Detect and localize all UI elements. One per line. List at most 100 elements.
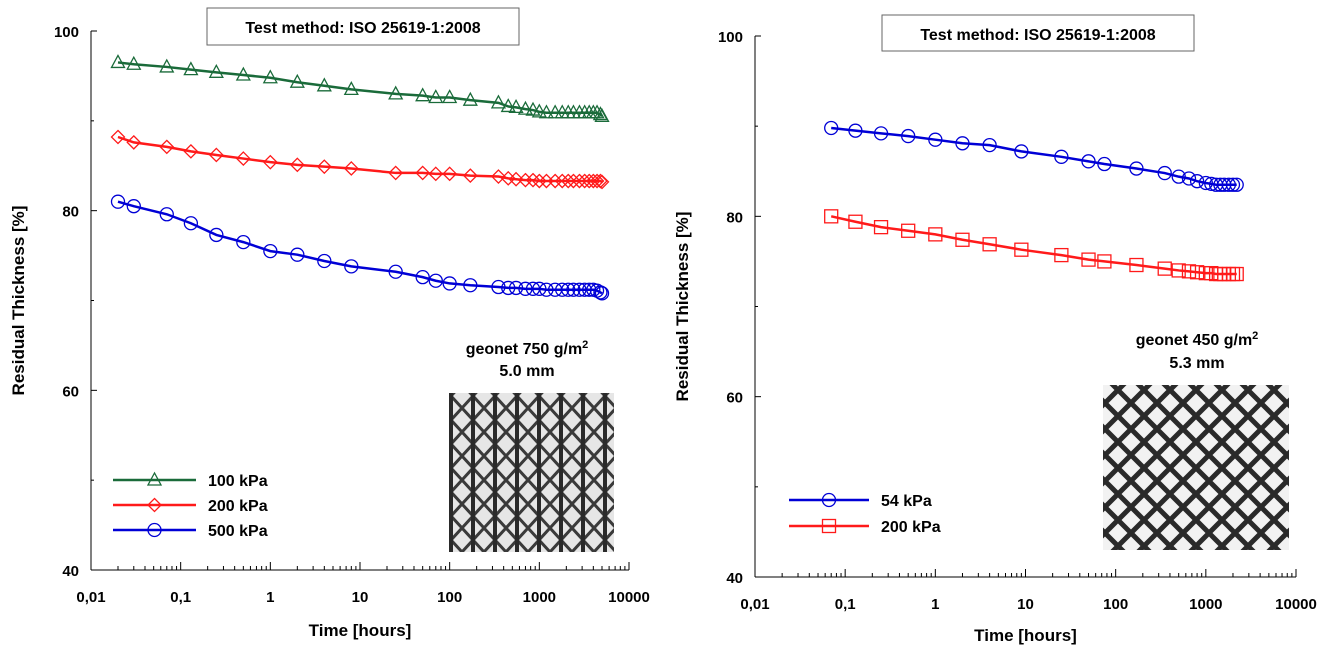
chart1-series-3-point: [463, 278, 478, 293]
chart2-series-2-point: [1097, 254, 1112, 269]
chart1-series-1-point: [159, 58, 175, 73]
chart2-legend-marker: [821, 518, 837, 534]
chart1-series-3-point: [290, 247, 305, 262]
chart1-series-2-point: [183, 143, 199, 159]
chart2-annotation-thickness: 5.3 mm: [1169, 355, 1224, 372]
chart1-y-axis-label: Residual Thickness [%]: [9, 206, 28, 396]
chart1-series-1: [110, 54, 610, 122]
chart2-series-1-point: [1189, 174, 1205, 189]
chart1-series-2: [110, 129, 610, 190]
chart2-series-1-point: [1181, 171, 1197, 186]
chart2-series-2-point: [824, 209, 839, 224]
chart2-series-2-line: [830, 215, 1237, 276]
chart1-series-2-point: [428, 166, 444, 182]
chart2-x-tick-label: 1000: [1189, 596, 1222, 613]
chart1-x-tick-label: 10: [352, 589, 369, 606]
chart2-annotation-material: geonet 450 g/m2: [1136, 330, 1259, 349]
chart1-legend-label: 200 kPa: [208, 498, 268, 515]
chart1-series-3-point: [555, 282, 570, 297]
chart1-y-tick-label: 100: [54, 24, 79, 41]
chart1-annotation-thickness: 5.0 mm: [499, 363, 554, 380]
chart1-series-2-point: [547, 173, 563, 189]
chart2-series-1-point: [901, 128, 916, 144]
chart2-inset-photo-geonet-450-sample-photo: [1103, 385, 1289, 550]
chart1-series-2-point: [531, 173, 547, 189]
chart2-x-tick-label: 10: [1017, 596, 1034, 613]
chart1-series-1-point: [442, 89, 458, 104]
chart1-title-box: [206, 7, 520, 46]
chart1-series-1-point: [415, 87, 431, 102]
chart1-series-2-point: [554, 173, 570, 189]
chart2-x-tick-label: 1: [931, 596, 939, 613]
chart1-series-2-point: [594, 174, 610, 190]
chart2-legend-label: 54 kPa: [881, 493, 932, 510]
chart1-series-3-point: [491, 279, 506, 295]
chart2-series-2-point: [1081, 252, 1096, 267]
chart1-panel: 40 60 80 100 0,01 0,1 1 10 100 1000 10000 Time [hou…: [9, 7, 650, 640]
chart1-legend-label: 100 kPa: [208, 473, 268, 490]
chart1-series-3-point: [594, 286, 610, 301]
chart1-series-2-point: [262, 154, 278, 170]
chart2-series-1-point: [1054, 149, 1069, 164]
chart1-series-2-point: [289, 157, 305, 173]
chart1-series-3-point: [501, 280, 516, 296]
chart1-y-tick-label: 60: [62, 383, 79, 400]
chart1-series-3-point: [126, 199, 141, 214]
chart1-legend-marker: [147, 522, 162, 538]
chart1-series-1-point: [126, 55, 142, 70]
chart1-legend-label: 500 kPa: [208, 523, 268, 540]
chart1-series-3-point: [532, 281, 547, 296]
chart2-series-1-point: [1014, 144, 1029, 159]
chart1-x-tick-label: 1: [266, 589, 274, 606]
chart1-series-3-point: [159, 207, 174, 222]
chart1-series-1-point: [343, 81, 359, 96]
chart1-title: Test method: ISO 25619-1:2008: [245, 20, 480, 37]
chart2-x-tick-label: 0,1: [835, 596, 856, 613]
chart1-series-1-point: [208, 63, 224, 78]
chart1-series-2-point: [518, 172, 533, 188]
chart2-series-1-line: [831, 126, 1237, 187]
chart1-series-1-point: [517, 100, 534, 115]
chart1-y-tick-label: 80: [62, 204, 79, 221]
chart2-series-1-point: [1229, 177, 1244, 192]
chart1-series-2-point: [208, 147, 224, 163]
chart1-series-1-point: [428, 89, 444, 104]
chart1-series-2-point: [126, 134, 142, 150]
chart2-series-2-point: [955, 232, 970, 247]
chart1-series-2-point: [525, 172, 541, 188]
chart1-legend-marker: [146, 471, 163, 486]
chart1-series-3-point: [508, 280, 524, 296]
chart1-series-2-point: [566, 173, 581, 189]
chart2-series-1-point: [1225, 177, 1241, 192]
chart1-series-2-point: [316, 159, 332, 175]
chart2-series-2-point: [848, 214, 863, 229]
chart2-series-1-point: [824, 120, 839, 136]
chart1-series-1-point: [508, 98, 524, 114]
chart1-series-3-point: [566, 282, 581, 297]
chart1-series-1-point: [490, 94, 507, 109]
chart2-title: Test method: ISO 25619-1:2008: [920, 27, 1155, 44]
chart2-series-2-point: [1157, 261, 1172, 276]
chart2-y-axis-label: Residual Thickness [%]: [673, 212, 692, 402]
chart1-series-3-point: [263, 243, 278, 259]
chart1-series-1-point: [262, 69, 278, 84]
chart1-series-1-point: [183, 61, 199, 76]
chart1-series-3-point: [561, 282, 576, 297]
chart1-series-1-point: [235, 66, 251, 81]
chart1-x-tick-label: 0,01: [76, 589, 105, 606]
chart2-y-tick-label: 60: [726, 390, 743, 407]
chart1-x-tick-label: 1000: [523, 589, 556, 606]
chart2-x-axis-label: Time [hours]: [974, 626, 1077, 645]
chart1-series-2-point: [388, 165, 404, 181]
chart1-annotation-superscript: 2: [582, 339, 588, 351]
chart2-y-tick-label: 80: [726, 209, 743, 226]
chart1-x-tick-label: 100: [437, 589, 462, 606]
chart2-y-tick-label: 100: [718, 29, 743, 46]
chart1-series-3-point: [236, 234, 251, 250]
chart1-series-1-point: [462, 91, 478, 106]
chart1-y-tick-label: 40: [62, 563, 79, 580]
chart2-series-2-point: [873, 220, 889, 235]
chart2-series-1-point: [1097, 156, 1112, 172]
chart1-series-1-point: [594, 107, 610, 122]
